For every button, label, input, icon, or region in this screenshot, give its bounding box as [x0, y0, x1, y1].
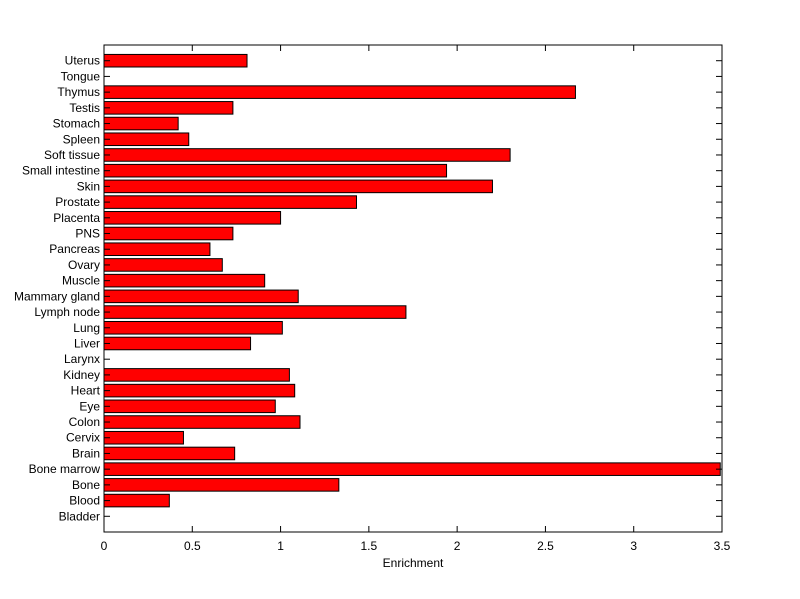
- bar-testis: [103, 101, 234, 115]
- bar-eye: [103, 399, 276, 414]
- x-tick-label-7: 3.5: [714, 539, 731, 553]
- x-tick-label-5: 2.5: [537, 539, 554, 553]
- y-tick-label-brain: Brain: [72, 446, 100, 460]
- bar-skin: [103, 179, 493, 194]
- bar-colon: [103, 415, 301, 429]
- bar-placenta: [103, 211, 282, 225]
- bar-small-intestine: [103, 163, 448, 178]
- plot-frame: [103, 44, 723, 533]
- y-tick-label-eye: Eye: [79, 399, 100, 413]
- y-tick-label-pancreas: Pancreas: [49, 242, 100, 256]
- bar-spleen: [103, 132, 190, 147]
- y-tick-label-ovary: Ovary: [68, 258, 100, 272]
- bar-stomach: [103, 116, 179, 131]
- bar-pancreas: [103, 242, 211, 257]
- y-tick-label-skin: Skin: [77, 179, 100, 193]
- bar-soft-tissue: [103, 148, 511, 162]
- bar-bone-marrow: [103, 462, 721, 476]
- y-tick-label-placenta: Placenta: [53, 211, 100, 225]
- x-tick-label-6: 3: [630, 539, 637, 553]
- y-tick-label-testis: Testis: [69, 101, 100, 115]
- y-tick-label-cervix: Cervix: [66, 431, 100, 445]
- bars-group: [103, 53, 721, 508]
- bar-mammary-gland: [103, 289, 299, 304]
- x-tick-label-3: 1.5: [361, 539, 378, 553]
- y-tick-label-bone-marrow: Bone marrow: [29, 462, 101, 476]
- y-tick-label-blood: Blood: [69, 494, 100, 508]
- bar-uterus: [103, 53, 248, 68]
- y-tick-label-bone: Bone: [72, 478, 100, 492]
- bar-kidney: [103, 368, 290, 382]
- x-axis-label: Enrichment: [383, 556, 444, 570]
- y-tick-label-soft-tissue: Soft tissue: [44, 148, 100, 162]
- x-tick-label-4: 2: [454, 539, 461, 553]
- bar-thymus: [103, 85, 576, 99]
- y-tick-label-bladder: Bladder: [59, 509, 100, 523]
- y-tick-label-spleen: Spleen: [63, 132, 100, 146]
- bar-ovary: [103, 258, 223, 272]
- bar-liver: [103, 336, 252, 351]
- bar-muscle: [103, 273, 266, 288]
- x-tick-label-2: 1: [277, 539, 284, 553]
- bar-cervix: [103, 430, 184, 445]
- y-tick-label-small-intestine: Small intestine: [22, 164, 100, 178]
- bar-lymph-node: [103, 305, 407, 319]
- y-tick-label-larynx: Larynx: [64, 352, 100, 366]
- y-tick-label-prostate: Prostate: [55, 195, 100, 209]
- bar-bone: [103, 478, 340, 492]
- x-tick-label-1: 0.5: [184, 539, 201, 553]
- y-tick-label-pns: PNS: [75, 227, 100, 241]
- y-tick-label-heart: Heart: [71, 384, 101, 398]
- bar-heart: [103, 383, 296, 398]
- y-tick-label-muscle: Muscle: [62, 274, 100, 288]
- x-tick-label-0: 0: [101, 539, 108, 553]
- y-tick-label-tongue: Tongue: [61, 69, 101, 83]
- bar-lung: [103, 320, 283, 335]
- y-tick-label-stomach: Stomach: [53, 117, 100, 131]
- y-tick-label-colon: Colon: [69, 415, 100, 429]
- bar-blood: [103, 493, 170, 508]
- y-tick-label-lymph-node: Lymph node: [34, 305, 100, 319]
- bar-prostate: [103, 195, 357, 209]
- bar-pns: [103, 226, 234, 241]
- y-tick-label-uterus: Uterus: [65, 54, 100, 68]
- y-tick-label-lung: Lung: [73, 321, 100, 335]
- y-tick-label-mammary-gland: Mammary gland: [14, 289, 100, 303]
- y-tick-label-thymus: Thymus: [57, 85, 100, 99]
- bar-brain: [103, 446, 236, 461]
- y-tick-label-liver: Liver: [74, 336, 100, 350]
- y-tick-label-kidney: Kidney: [63, 368, 100, 382]
